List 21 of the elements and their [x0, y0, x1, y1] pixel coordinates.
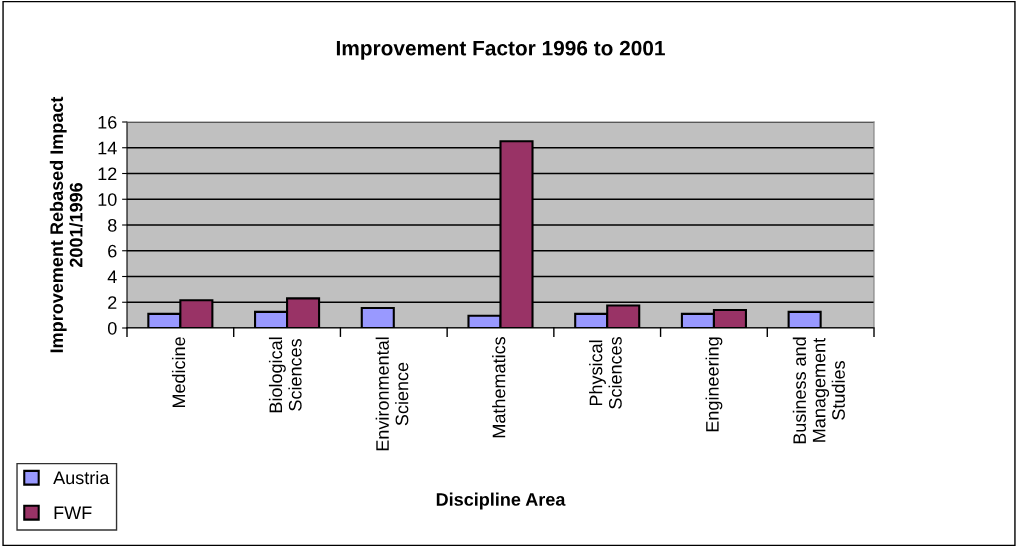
chart-title: Improvement Factor 1996 to 2001: [336, 40, 665, 60]
y-tick-label: 8: [108, 218, 117, 232]
y-tick-label: 2: [108, 296, 117, 309]
x-axis-title: Discipline Area: [436, 492, 566, 510]
x-tick-label: Mathematics: [492, 336, 506, 438]
y-tick-label: 16: [98, 115, 117, 129]
y-tick-label: 14: [98, 141, 117, 155]
x-tick-label: Engineering: [705, 337, 723, 432]
y-tick-label: 10: [98, 193, 117, 206]
legend-label: FWF: [54, 506, 92, 519]
y-tick-label: 12: [98, 167, 117, 181]
legend-label: Austria: [53, 470, 110, 485]
y-tick-label: 4: [107, 270, 117, 284]
y-axis-title: Improvement Rebased Impact 2001/1996: [49, 96, 83, 353]
y-tick-label: 0: [107, 321, 117, 335]
x-tick-label: Environmental Science: [375, 337, 409, 451]
x-tick-label: Business and Management Studies: [792, 337, 845, 444]
y-tick-label: 6: [108, 244, 117, 258]
x-tick-label: Biological Sciences: [268, 337, 302, 413]
x-tick-label: Medicine: [171, 337, 186, 408]
x-tick-label: Physical Sciences: [589, 336, 622, 409]
